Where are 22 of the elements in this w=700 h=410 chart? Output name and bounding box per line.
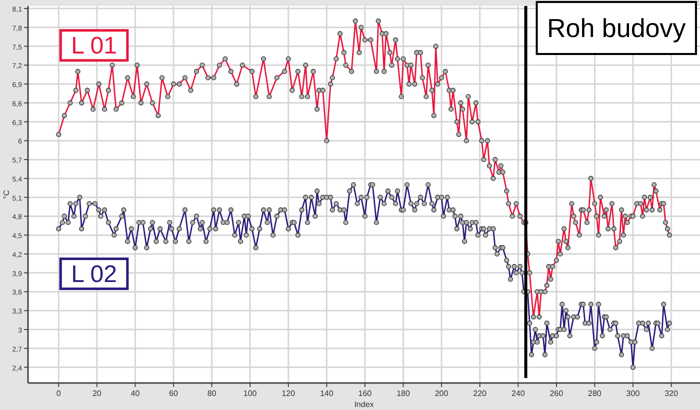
ref-line-label: Roh budovy	[546, 13, 686, 43]
x-tick-label: 160	[358, 389, 372, 398]
series-label: L 02	[71, 260, 117, 288]
series-label: L 01	[71, 32, 117, 60]
x-tick-label: 0	[56, 389, 62, 398]
x-axis-title: Index	[354, 400, 374, 409]
x-tick-label: 80	[207, 389, 217, 398]
y-axis-title: °C	[2, 190, 11, 199]
x-tick-label: 200	[434, 389, 449, 398]
x-tick-label: 260	[550, 389, 564, 398]
x-tick-label: 40	[130, 389, 140, 398]
x-tick-label: 60	[169, 389, 178, 398]
x-tick-label: 20	[92, 389, 102, 398]
x-tick-label: 240	[511, 389, 526, 398]
x-tick-label: 180	[396, 389, 410, 398]
x-tick-label: 300	[626, 389, 640, 398]
x-tick-label: 100	[243, 389, 258, 398]
x-tick-label: 140	[320, 389, 334, 398]
x-tick-label: 220	[473, 389, 488, 398]
x-tick-label: 120	[282, 389, 296, 398]
x-tick-label: 280	[588, 389, 602, 398]
x-tick-label: 320	[664, 389, 678, 398]
